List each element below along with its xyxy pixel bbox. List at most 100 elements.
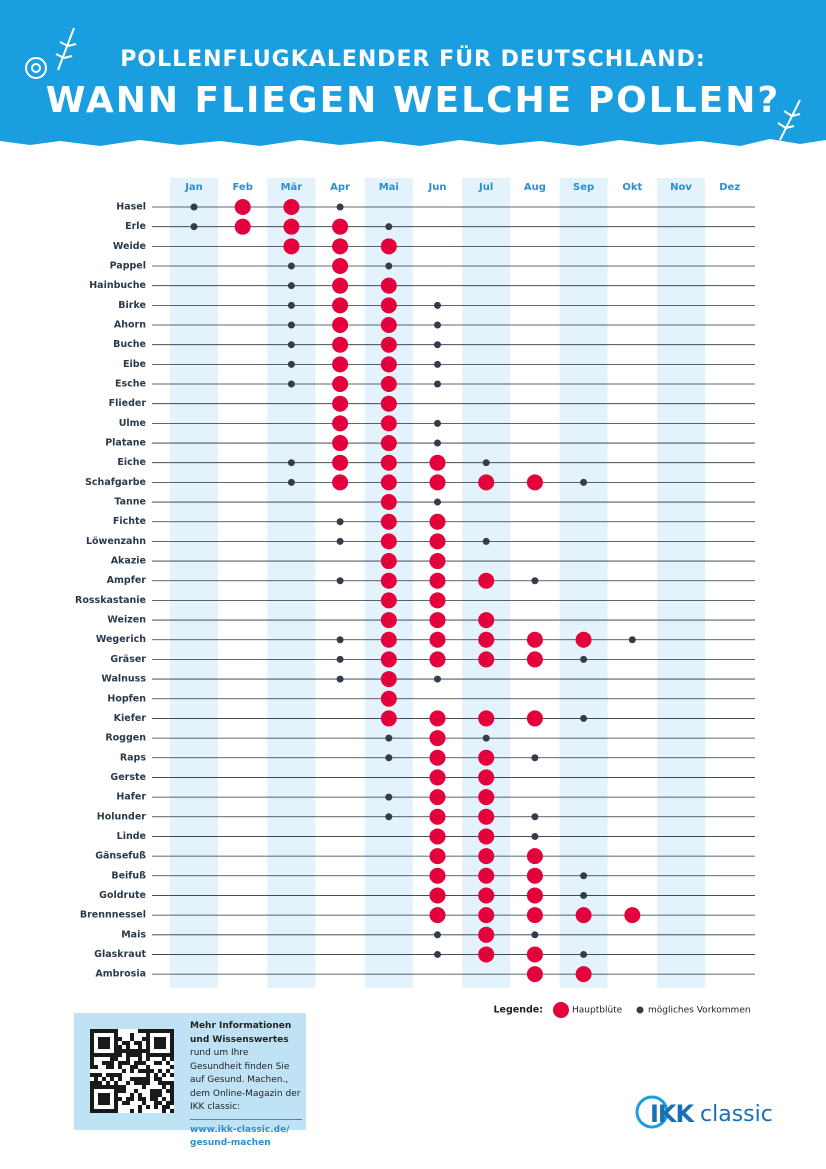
title-line-2: WANN FLIEGEN WELCHE POLLEN?: [46, 80, 780, 121]
main-dot: [429, 808, 446, 825]
main-dot: [575, 966, 592, 983]
qr-module: [118, 1085, 122, 1089]
main-dot: [526, 887, 543, 904]
plant-name: Weizen: [107, 615, 146, 626]
qr-module: [146, 1069, 150, 1073]
qr-module: [106, 1037, 110, 1041]
qr-module: [158, 1081, 162, 1085]
qr-module: [90, 1085, 94, 1089]
main-dot: [380, 356, 397, 373]
qr-module: [90, 1073, 94, 1077]
main-dot: [526, 907, 543, 924]
main-dot: [380, 651, 397, 668]
qr-module: [94, 1053, 98, 1057]
qr-module: [166, 1089, 170, 1093]
qr-module: [150, 1069, 154, 1073]
possible-dot: [434, 498, 441, 506]
main-dot: [380, 277, 397, 294]
qr-module: [114, 1085, 118, 1089]
main-dot: [332, 356, 349, 373]
qr-module: [122, 1101, 126, 1105]
qr-module: [94, 1109, 98, 1113]
main-dot: [380, 671, 397, 688]
qr-module: [142, 1069, 146, 1073]
header-band: [0, 0, 826, 146]
qr-module: [170, 1057, 174, 1061]
main-dot: [478, 907, 495, 924]
main-dot: [478, 848, 495, 865]
main-dot: [380, 513, 397, 530]
main-dot: [283, 199, 300, 215]
qr-module: [158, 1093, 162, 1097]
qr-module: [90, 1029, 94, 1033]
plant-name: Gerste: [110, 772, 146, 783]
possible-dot: [336, 577, 344, 585]
qr-module: [114, 1105, 118, 1109]
possible-dot: [531, 577, 539, 585]
qr-module: [166, 1061, 170, 1065]
qr-module: [138, 1061, 142, 1065]
plant-name: Mais: [121, 929, 146, 940]
main-dot: [429, 907, 446, 924]
main-dot: [429, 513, 446, 530]
qr-module: [106, 1109, 110, 1113]
plant-name: Platane: [105, 438, 146, 449]
qr-module: [106, 1061, 110, 1065]
qr-module: [166, 1081, 170, 1085]
qr-module: [162, 1045, 166, 1049]
possible-dot: [336, 636, 344, 644]
possible-dot: [287, 341, 295, 349]
month-label: Aug: [524, 182, 546, 193]
main-dot: [429, 848, 446, 865]
possible-dot: [434, 301, 441, 309]
qr-module: [130, 1053, 134, 1057]
main-dot: [332, 454, 349, 471]
month-label: Feb: [233, 182, 253, 193]
info-link[interactable]: www.ikk-classic.de/ gesund-machen: [190, 1118, 302, 1151]
main-dot: [478, 789, 495, 806]
possible-dot: [385, 793, 393, 801]
calendar: Jan Feb Mär Apr Mai Jun Jul Aug Sep Okt Nov Dez Hase…: [75, 178, 755, 988]
qr-module: [90, 1089, 94, 1093]
qr-module: [158, 1061, 162, 1065]
possible-dot: [287, 360, 295, 368]
link-line[interactable]: www.ikk-classic.de/: [190, 1124, 290, 1135]
qr-module: [170, 1029, 174, 1033]
possible-dot: [580, 478, 588, 486]
possible-dot: [482, 734, 490, 742]
main-dot: [429, 730, 446, 747]
qr-module: [146, 1037, 150, 1041]
qr-module: [90, 1037, 94, 1041]
qr-module: [106, 1053, 110, 1057]
plant-name: Esche: [115, 379, 146, 390]
main-dot: [380, 454, 397, 471]
main-dot: [332, 336, 349, 353]
qr-module: [102, 1085, 106, 1089]
possible-dot: [580, 655, 588, 663]
link-line[interactable]: gesund-machen: [190, 1138, 271, 1148]
title-line-1: POLLENFLUGKALENDER FÜR DEUTSCHLAND:: [120, 46, 705, 72]
plant-name: Schafgarbe: [85, 477, 146, 488]
qr-module: [162, 1029, 166, 1033]
qr-module: [102, 1093, 106, 1097]
qr-module: [98, 1109, 102, 1113]
plant-name: Buche: [113, 339, 146, 350]
main-dot: [429, 533, 446, 550]
logo-ring: [635, 1095, 669, 1129]
main-dot: [526, 867, 543, 884]
qr-module: [118, 1097, 122, 1101]
qr-module: [114, 1089, 118, 1093]
qr-module: [146, 1041, 150, 1045]
qr-module: [114, 1073, 118, 1077]
possible-dot: [385, 262, 393, 270]
main-dot: [429, 710, 446, 727]
qr-module: [122, 1069, 126, 1073]
qr-module: [154, 1041, 158, 1045]
main-dot: [526, 651, 543, 668]
possible-dot: [580, 891, 588, 899]
possible-dot: [580, 714, 588, 722]
possible-dot: [482, 537, 490, 545]
qr-module: [162, 1085, 166, 1089]
main-dot: [380, 612, 397, 629]
qr-module: [98, 1085, 102, 1089]
